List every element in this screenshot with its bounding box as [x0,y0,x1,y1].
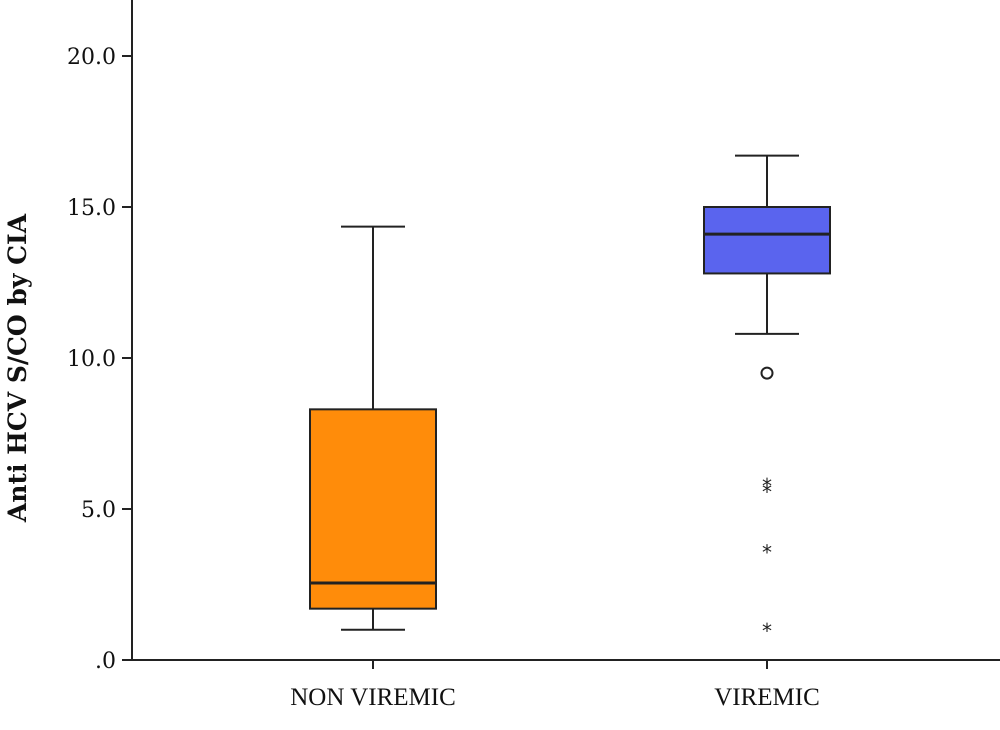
extreme-point: * [762,619,772,643]
y-tick-label: 5.0 [81,498,116,523]
y-tick-label: 20.0 [67,45,116,70]
y-tick-label: 10.0 [67,347,116,372]
boxes: **** [309,154,831,643]
extreme-point: * [762,540,772,564]
box-iqr [703,206,831,275]
x-ticks: NON VIREMIC VIREMIC [290,660,820,711]
x-tick-label: VIREMIC [714,684,820,711]
axes-layer [131,0,1000,661]
extreme-point: * [762,480,772,504]
y-tick-label: 15.0 [67,196,116,221]
box-group: **** [703,154,831,643]
y-ticks: .0 5.0 10.0 15.0 20.0 [67,45,132,674]
x-tick-label: NON VIREMIC [290,684,456,711]
outlier-point [760,366,774,380]
extreme-point: * [762,474,772,498]
y-tick-label: .0 [95,649,116,674]
box-iqr [309,408,437,610]
y-axis-title: Anti HCV S/CO by CIA [3,213,32,523]
box-group [309,225,437,631]
